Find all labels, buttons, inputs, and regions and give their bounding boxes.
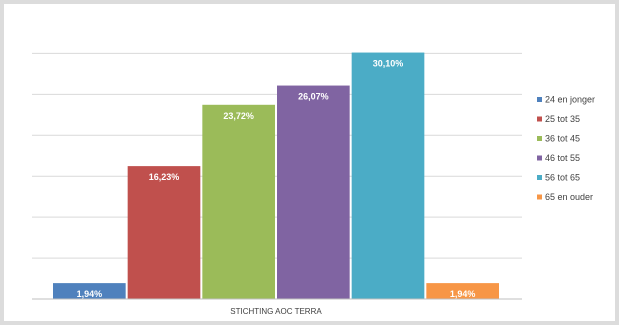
legend-label: 46 tot 55	[545, 153, 580, 163]
legend: 24 en jonger 25 tot 35 36 tot 45 46 tot 55 5…	[537, 95, 595, 202]
bar-25-tot-35	[127, 166, 201, 299]
chart-panel: 1,94% 16,23% 23,72% 26,07% 30,10% 1,94% STICH…	[4, 4, 615, 321]
bar-46-tot-55	[277, 85, 350, 299]
legend-label: 65 en ouder	[545, 192, 593, 202]
data-label: 1,94%	[450, 289, 476, 299]
bar-36-tot-45	[202, 104, 275, 299]
data-label: 30,10%	[373, 59, 404, 69]
legend-swatch	[537, 175, 542, 180]
legend-label: 25 tot 35	[545, 114, 580, 124]
legend-swatch	[537, 97, 542, 102]
bar-65-en-ouder	[426, 283, 499, 299]
x-tick-label: STICHTING AOC TERRA	[230, 307, 322, 316]
legend-swatch	[537, 116, 542, 122]
data-label: 1,94%	[77, 289, 103, 299]
legend-label: 36 tot 45	[545, 134, 580, 144]
bar-56-tot-65	[351, 52, 425, 300]
legend-swatch	[537, 136, 542, 141]
bar-chart: 1,94% 16,23% 23,72% 26,07% 30,10% 1,94% STICH…	[32, 52, 595, 316]
data-label: 16,23%	[149, 172, 180, 182]
data-labels: 1,94% 16,23% 23,72% 26,07% 30,10% 1,94%	[77, 59, 476, 300]
data-label: 23,72%	[223, 111, 254, 121]
data-label: 26,07%	[298, 92, 329, 102]
legend-swatch	[537, 194, 542, 200]
bar-24-en-jonger	[53, 283, 126, 299]
bars	[53, 52, 499, 300]
legend-label: 24 en jonger	[545, 95, 595, 105]
legend-swatch	[537, 155, 542, 161]
legend-label: 56 tot 65	[545, 173, 580, 183]
